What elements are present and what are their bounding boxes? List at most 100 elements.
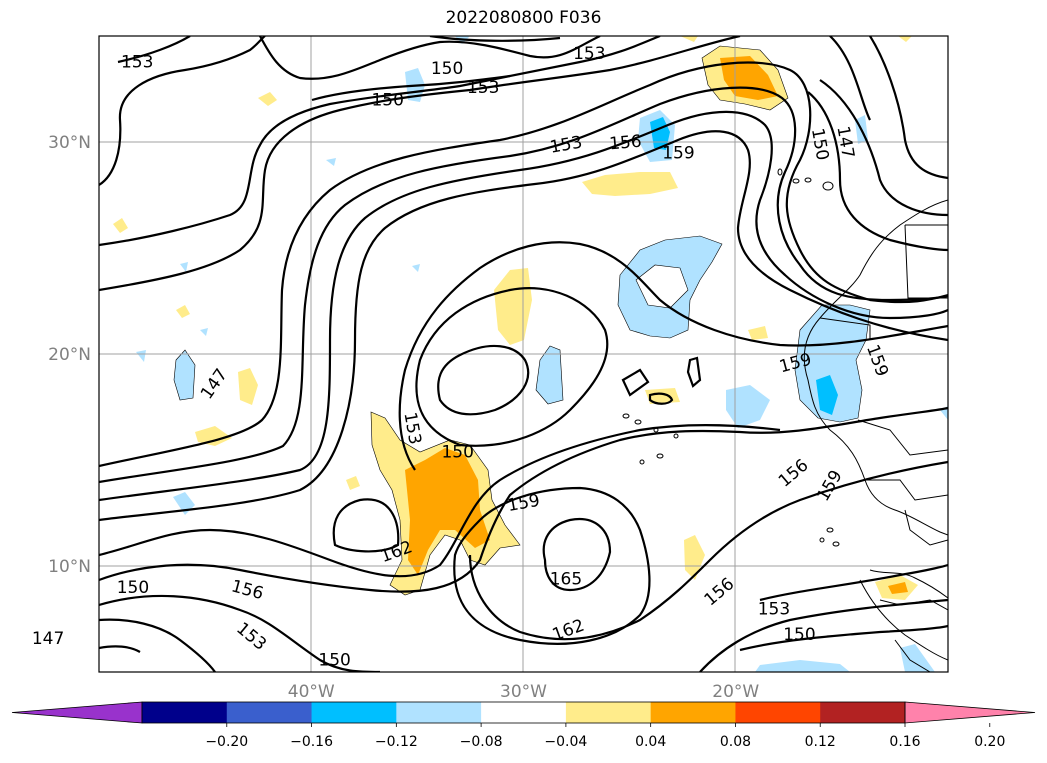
island-outline <box>639 459 645 465</box>
colorbar-extend-low <box>11 701 143 724</box>
contour-label: 153 <box>121 52 153 72</box>
contour-line <box>99 423 781 578</box>
contour-line <box>99 645 141 653</box>
map-title: 2022080800 F036 <box>445 8 602 28</box>
contour-label-group: 165 <box>550 570 582 590</box>
colorbar-swatch <box>142 702 228 723</box>
contour-label: 150 <box>807 127 832 162</box>
contour-line <box>437 344 530 416</box>
contour-label: 156 <box>229 576 266 604</box>
contour-line <box>699 598 948 672</box>
colorbar-tick-label: −0.16 <box>290 734 333 750</box>
lat-tick-label: 20°N <box>48 345 91 365</box>
contour-label: 153 <box>758 599 790 619</box>
island-outline <box>622 413 630 419</box>
contour-line <box>759 563 948 602</box>
colorbar-tick-label: 0.16 <box>889 734 920 750</box>
negative-anomaly-patch <box>900 644 935 672</box>
negative-anomaly-patch <box>794 304 871 423</box>
positive-anomaly-patch <box>494 268 532 345</box>
colorbar-swatch <box>396 702 482 723</box>
contour-label-group: 150 <box>807 127 832 162</box>
colorbar-tick-label: −0.20 <box>205 734 248 750</box>
contour-line <box>686 356 702 388</box>
lat-tick-label: 10°N <box>48 557 91 577</box>
colorbar-extend-high <box>904 701 1036 724</box>
positive-anomaly-core <box>405 448 490 575</box>
country-border <box>904 224 948 299</box>
positive-anomaly-patch <box>684 535 705 580</box>
positive-anomaly-patch <box>898 36 912 42</box>
colorbar-tick-label: 0.12 <box>805 734 836 750</box>
contour-label: 150 <box>783 625 815 645</box>
negative-anomaly-patch <box>412 264 420 272</box>
contour-line <box>99 36 661 247</box>
africa-coastline <box>869 569 948 599</box>
country-border <box>857 419 948 456</box>
contour-label: 150 <box>318 650 350 670</box>
island-outline <box>634 419 642 425</box>
island-outline <box>819 537 825 543</box>
contour-line <box>739 624 948 652</box>
coastline-layer <box>803 199 948 672</box>
contour-label-group: 156 <box>701 574 739 610</box>
contour-label-group: 147 <box>832 124 857 159</box>
contour-label-group: 150 <box>441 443 473 463</box>
island-outline <box>673 433 679 439</box>
contour-label-group: 153 <box>467 78 499 98</box>
contour-line <box>259 36 601 80</box>
contour-label-group: 150 <box>371 91 403 111</box>
map-frame <box>98 35 949 673</box>
positive-anomaly-patch <box>748 326 768 340</box>
contour-label: 159 <box>506 491 541 516</box>
contour-label: 147 <box>197 365 232 403</box>
contour-label-group: 150 <box>431 59 463 79</box>
country-border <box>894 639 931 672</box>
contour-label-group: 159 <box>813 467 847 505</box>
contour-line <box>648 392 674 405</box>
contour-label: 159 <box>662 144 694 164</box>
colorbar-swatch <box>735 702 821 723</box>
positive-anomaly-patch <box>176 305 190 318</box>
colorbar-swatch <box>311 702 397 723</box>
contour-label-group: 153 <box>121 52 153 72</box>
contour-line <box>542 517 612 592</box>
contour-label-group: 156 <box>229 576 266 604</box>
colorbar-tick-label: 0.08 <box>720 734 751 750</box>
contour-line <box>829 36 871 121</box>
island-outline <box>656 453 664 459</box>
negative-anomaly-patch <box>136 350 146 362</box>
contour-label: 153 <box>573 44 605 64</box>
contour-label-group: 150 <box>783 625 815 645</box>
contour-line <box>99 86 948 484</box>
contour-label-group: 159 <box>862 342 892 379</box>
lat-tick-label: 30°N <box>48 133 91 153</box>
contour-line <box>99 110 948 502</box>
island-outline <box>777 168 783 176</box>
contour-line <box>332 498 400 553</box>
contour-label: 150 <box>431 59 463 79</box>
contour-label-group: 150 <box>117 578 149 598</box>
africa-coastline <box>803 199 948 536</box>
contour-label: 156 <box>608 132 642 155</box>
contour-line <box>398 241 948 471</box>
island-outline <box>653 427 659 433</box>
africa-coastline <box>859 579 948 661</box>
negative-anomaly-patch <box>173 349 196 401</box>
colorbar-swatch <box>650 702 736 723</box>
contour-label-group: 147 <box>197 365 232 403</box>
country-border <box>865 479 948 501</box>
contour-line <box>99 36 741 292</box>
contour-line <box>468 460 948 641</box>
contour-layer <box>99 36 948 672</box>
island-outline <box>804 177 812 183</box>
positive-anomaly-patch <box>582 172 678 196</box>
contour-line <box>99 61 948 468</box>
negative-anomaly-patch <box>180 262 188 272</box>
contour-label-group: 159 <box>506 491 541 516</box>
positive-anomaly-patch <box>238 368 258 405</box>
country-border <box>904 509 948 546</box>
colorbar-tick-label: 0.20 <box>974 734 1005 750</box>
positive-anomaly-patch <box>113 218 128 233</box>
